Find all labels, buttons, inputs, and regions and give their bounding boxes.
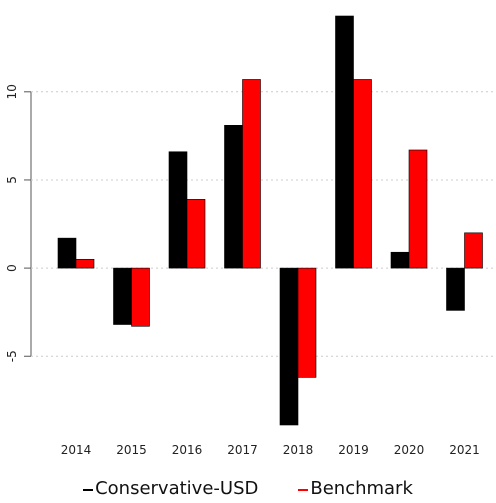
- bar-benchmark-2017: [242, 79, 261, 269]
- y-tick-label: 10: [5, 84, 19, 99]
- bar-conservative-usd-2018: [279, 267, 299, 426]
- bar-benchmark-2016: [186, 199, 206, 269]
- x-tick-label: 2019: [338, 443, 369, 457]
- y-tick-label: -5: [5, 350, 19, 362]
- x-tick-label: 2017: [227, 443, 258, 457]
- legend-swatch-conservative-usd: [83, 488, 94, 491]
- x-tick-label: 2016: [172, 443, 203, 457]
- bar-benchmark-2021: [464, 232, 483, 269]
- bar-conservative-usd-2015: [113, 267, 132, 325]
- bar-conservative-usd-2014: [57, 237, 77, 269]
- y-tick-label: 0: [5, 264, 19, 272]
- legend-swatch-benchmark: [298, 488, 309, 491]
- bar-conservative-usd-2017: [224, 125, 243, 269]
- x-tick-label: 2020: [394, 443, 425, 457]
- x-tick-label: 2015: [116, 443, 147, 457]
- x-tick-label: 2018: [283, 443, 314, 457]
- bar-conservative-usd-2021: [446, 267, 465, 311]
- bar-benchmark-2014: [75, 258, 95, 269]
- legend-item-benchmark: Benchmark: [298, 478, 413, 499]
- y-tick-label: 5: [5, 176, 19, 184]
- bar-conservative-usd-2019: [335, 15, 354, 269]
- bar-benchmark-2019: [353, 79, 372, 269]
- bar-conservative-usd-2016: [168, 151, 188, 269]
- bar-chart: -5 0 5 10 2014 2015 2016 2017 2018 2019 2020 2021: [5, 15, 494, 457]
- x-tick-label: 2014: [61, 443, 92, 457]
- bar-benchmark-2018: [297, 267, 317, 378]
- legend-label-conservative-usd: Conservative-USD: [95, 478, 259, 499]
- bar-benchmark-2020: [408, 149, 428, 269]
- legend: Conservative-USD Benchmark: [0, 478, 496, 499]
- bar-benchmark-2015: [131, 267, 150, 327]
- legend-item-conservative-usd: Conservative-USD: [83, 478, 258, 499]
- bar-conservative-usd-2020: [390, 251, 410, 269]
- x-tick-label: 2021: [449, 443, 480, 457]
- legend-label-benchmark: Benchmark: [310, 478, 413, 499]
